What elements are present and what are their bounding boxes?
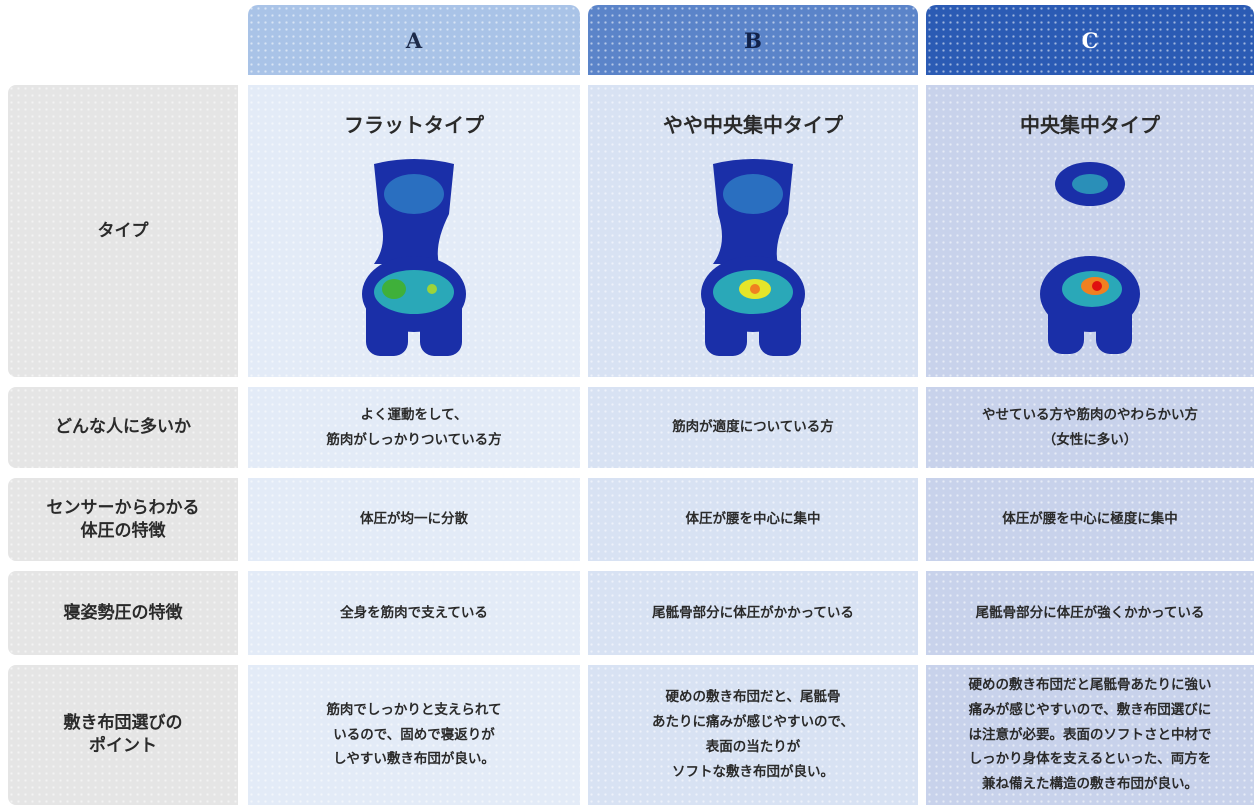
text-line: 中央集中タイプ xyxy=(1020,113,1160,137)
text-line: 体圧が腰を中心に集中 xyxy=(685,511,821,528)
row-label: 敷き布団選びの ポイント xyxy=(8,665,238,805)
text-line: よく運動をして、 xyxy=(360,406,468,423)
text-line: 全身を筋肉で支えている xyxy=(340,604,488,621)
table-cell: よく運動をして、筋肉がしっかりついている方 xyxy=(248,387,580,468)
table-cell: 筋肉でしっかりと支えられて いるので、固めで寝返りが しやすい敷き布団が良い。 xyxy=(248,665,580,805)
table-cell: フラットタイプ xyxy=(248,85,580,377)
text-line: 尾骶骨部分に体圧がかかっている xyxy=(652,604,854,621)
text-line: 寝姿勢圧の特徴 xyxy=(63,602,183,623)
text-line: 硬めの敷き布団だと、尾骶骨 xyxy=(665,689,841,706)
table-cell: 硬めの敷き布団だと、尾骶骨 あたりに痛みが感じやすいので、 表面の当たりがソフトな敷… xyxy=(588,665,918,805)
text-line: （女性に多い） xyxy=(1042,431,1138,448)
text-line: やや中央集中タイプ xyxy=(663,113,843,137)
text-line: いるので、固めで寝返りが xyxy=(333,726,495,743)
text-line: 体圧が腰を中心に極度に集中 xyxy=(1002,511,1178,528)
text-line: 筋肉が適度についている方 xyxy=(672,419,834,436)
text-line: やせている方や筋肉のやわらかい方 xyxy=(982,406,1198,423)
row-label: 寝姿勢圧の特徴 xyxy=(8,571,238,655)
table-cell: 全身を筋肉で支えている xyxy=(248,571,580,655)
text-line: 敷き布団選びの xyxy=(63,713,183,734)
column-header: A xyxy=(248,5,580,75)
row-label: タイプ xyxy=(8,85,238,377)
table-cell: 硬めの敷き布団だと尾骶骨あたりに強い 痛みが感じやすいので、敷き布団選びに は注意が… xyxy=(926,665,1254,805)
text-line: 硬めの敷き布団だと尾骶骨あたりに強い xyxy=(968,676,1212,693)
table-cell: 体圧が均一に分散 xyxy=(248,478,580,561)
text-line: センサーからわかる xyxy=(46,497,200,518)
table-cell: 尾骶骨部分に体圧が強くかかっている xyxy=(926,571,1254,655)
text-line: ポイント xyxy=(89,736,157,756)
table-cell: 体圧が腰を中心に極度に集中 xyxy=(926,478,1254,561)
text-line: 筋肉がしっかりついている方 xyxy=(326,431,502,448)
table-cell: 尾骶骨部分に体圧がかかっている xyxy=(588,571,918,655)
column-header: C xyxy=(926,5,1254,75)
text-line: 筋肉でしっかりと支えられて xyxy=(326,701,502,718)
table-cell: 体圧が腰を中心に集中 xyxy=(588,478,918,561)
pressure-map xyxy=(362,159,466,356)
pressure-map xyxy=(1040,162,1140,354)
text-line: 表面の当たりが xyxy=(705,739,801,755)
text-line: 兼ね備えた構造の敷き布団が良い。 xyxy=(982,776,1198,793)
row-label: センサーからわかる 体圧の特徴 xyxy=(8,478,238,561)
text-line: どんな人に多いか xyxy=(55,417,191,438)
text-line: フラットタイプ xyxy=(344,113,484,137)
text-line: ソフトな敷き布団が良い。 xyxy=(672,763,834,780)
text-line: 尾骶骨部分に体圧が強くかかっている xyxy=(975,604,1205,621)
row-label: どんな人に多いか xyxy=(8,387,238,468)
table-cell: 筋肉が適度についている方 xyxy=(588,387,918,468)
text-line: タイプ xyxy=(97,220,149,241)
text-line: しっかり身体を支えるといった、両方を xyxy=(968,751,1212,768)
text-line: 体圧が均一に分散 xyxy=(360,511,468,528)
table-cell: 中央集中タイプ xyxy=(926,85,1254,377)
text-line: 痛みが感じやすいので、敷き布団選びに xyxy=(968,701,1212,718)
text-line: あたりに痛みが感じやすいので、 xyxy=(652,714,854,731)
table-cell: やや中央集中タイプ xyxy=(588,85,918,377)
text-line: しやすい敷き布団が良い。 xyxy=(333,751,495,768)
column-header: B xyxy=(588,5,918,75)
table-cell: やせている方や筋肉のやわらかい方 （女性に多い） xyxy=(926,387,1254,468)
pressure-map xyxy=(701,159,805,356)
text-line: は注意が必要。表面のソフトさと中材で xyxy=(968,726,1212,743)
text-line: 体圧の特徴 xyxy=(80,520,166,541)
